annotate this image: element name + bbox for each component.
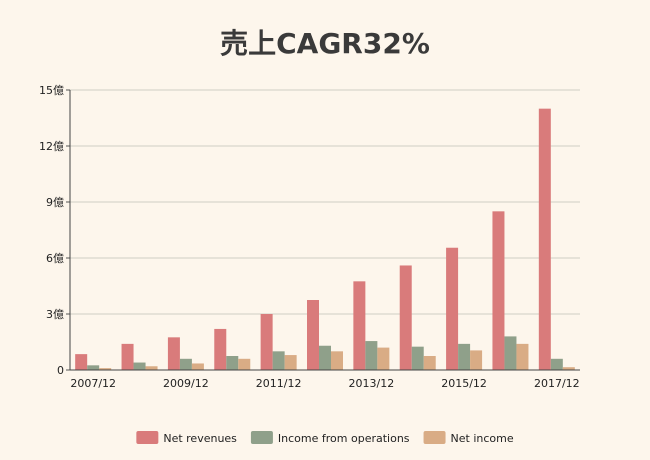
y-tick-label: 9億 [46, 196, 64, 209]
bar-income-from-operations [87, 365, 100, 370]
bar-net-income [331, 351, 343, 370]
bar-net-income [423, 356, 436, 370]
x-tick-label: 2007/12 [70, 377, 116, 390]
chart-title: 売上CAGR32% [220, 27, 430, 60]
legend-swatch [423, 431, 446, 444]
bar-net-revenues [492, 211, 505, 370]
bar-net-revenues [260, 314, 273, 370]
bar-income-from-operations [550, 358, 563, 370]
bar-net-income [284, 355, 297, 370]
bar-income-from-operations [411, 346, 424, 370]
y-tick-label: 12億 [39, 140, 64, 153]
grid-lines [66, 89, 580, 371]
bar-net-revenues [121, 343, 134, 370]
bar-net-income [470, 350, 483, 370]
x-tick-label: 2015/12 [441, 377, 487, 390]
y-tick-label: 3億 [46, 308, 64, 321]
bar-net-income [238, 358, 251, 370]
y-tick-label: 15億 [39, 84, 64, 97]
bars [75, 108, 575, 371]
legend-label: Income from operations [278, 432, 410, 445]
y-tick-label: 0 [57, 364, 64, 377]
bar-net-income [516, 343, 529, 370]
x-tick-label: 2013/12 [349, 377, 395, 390]
legend-label: Net revenues [163, 432, 237, 445]
x-tick-label: 2009/12 [163, 377, 209, 390]
legend-swatch [250, 431, 273, 444]
legend-label: Net income [451, 432, 514, 445]
bar-net-income [145, 366, 158, 370]
bar-income-from-operations [179, 358, 192, 370]
bar-net-revenues [399, 265, 412, 370]
bar-net-revenues [446, 247, 459, 370]
bar-income-from-operations [319, 345, 331, 370]
x-tick-label: 2011/12 [256, 377, 302, 390]
bar-net-revenues [167, 337, 180, 370]
bar-net-income [377, 347, 390, 370]
bar-net-revenues [307, 300, 319, 370]
bar-income-from-operations [133, 362, 146, 370]
bar-net-revenues [353, 281, 366, 370]
axes: 0 3億 6億 9億 12億 15億 2007/12 2009/12 2011/12 2013/1… [39, 84, 580, 390]
bar-income-from-operations [504, 336, 517, 370]
bar-net-revenues [538, 108, 551, 371]
bar-net-income [99, 368, 112, 370]
bar-net-revenues [75, 354, 88, 370]
bar-income-from-operations [458, 343, 471, 370]
bar-net-revenues [214, 328, 227, 370]
legend-swatch [136, 431, 159, 444]
bar-income-from-operations [272, 351, 285, 370]
legend: Net revenues Income from operations Net in… [136, 431, 514, 445]
bar-income-from-operations [226, 356, 239, 370]
y-tick-label: 6億 [46, 252, 64, 265]
x-tick-label: 2017/12 [534, 377, 580, 390]
bar-net-income [191, 363, 204, 370]
bar-net-income [562, 367, 575, 370]
bar-income-from-operations [365, 341, 378, 370]
